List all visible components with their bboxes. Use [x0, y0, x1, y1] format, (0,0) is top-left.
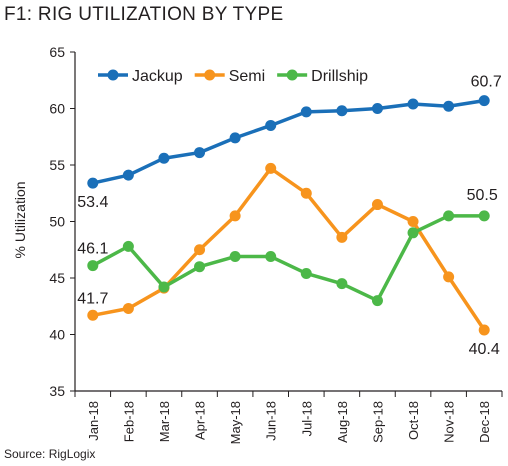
x-tick-label: Jan-18	[86, 401, 101, 441]
data-label: 40.4	[469, 341, 500, 358]
data-point	[194, 147, 206, 159]
y-tick-label: 45	[49, 270, 65, 286]
data-point	[443, 271, 455, 283]
legend-label: Semi	[229, 68, 265, 85]
source-note: Source: RigLogix	[4, 447, 96, 461]
chart-title: F1: RIG UTILIZATION BY TYPE	[4, 4, 284, 25]
x-axis: Jan-18 Feb-18 Mar-18 Apr-18 May-18 Jun-18 Jul-…	[74, 390, 503, 444]
data-point	[336, 231, 348, 243]
data-point	[443, 100, 455, 112]
data-point	[478, 95, 490, 107]
data-point	[300, 267, 312, 279]
data-point	[158, 281, 170, 293]
y-tick-label: 40	[49, 327, 65, 343]
y-axis: 35 40 45 50 55 60 65	[49, 44, 76, 399]
data-point	[300, 106, 312, 118]
data-label: 50.5	[467, 187, 498, 204]
data-point	[122, 240, 134, 252]
data-point	[229, 251, 241, 263]
legend-item-drillship: Drillship	[277, 68, 368, 85]
x-tick-label: Feb-18	[121, 401, 136, 442]
data-point	[407, 227, 419, 239]
y-axis-label: % Utilization	[12, 181, 28, 258]
y-tick-label: 55	[49, 157, 65, 173]
data-point	[194, 261, 206, 273]
x-tick-label: Apr-18	[193, 401, 208, 440]
data-point	[229, 210, 241, 222]
series-line	[92, 166, 486, 331]
legend: Jackup Semi Drillship	[98, 68, 368, 85]
data-point	[371, 103, 383, 114]
data-point	[336, 278, 348, 290]
x-tick-label: Nov-18	[442, 401, 457, 443]
legend-swatch-marker	[286, 69, 298, 81]
data-point	[87, 260, 99, 272]
legend-label: Drillship	[311, 68, 368, 85]
data-point	[158, 152, 170, 164]
x-tick-label: Aug-18	[335, 401, 350, 443]
series-semi	[87, 162, 490, 336]
series-lines	[87, 95, 490, 336]
y-tick-label: 60	[49, 101, 65, 117]
x-tick-label: Dec-18	[477, 401, 492, 443]
data-point	[443, 210, 455, 222]
data-point	[122, 303, 134, 315]
data-point	[265, 251, 277, 263]
y-tick-label: 65	[49, 44, 65, 60]
data-point	[300, 187, 312, 199]
data-label: 53.4	[77, 194, 108, 211]
data-point	[407, 216, 419, 227]
y-tick-label: 50	[49, 214, 65, 230]
data-label: 60.7	[471, 74, 502, 91]
data-point	[336, 105, 348, 117]
data-point	[194, 244, 206, 256]
data-point	[265, 119, 277, 131]
legend-swatch-marker	[107, 69, 119, 81]
series-line	[91, 214, 485, 303]
legend-label: Jackup	[132, 68, 183, 85]
data-point	[122, 169, 134, 181]
data-label: 46.1	[77, 241, 108, 258]
legend-item-semi: Semi	[194, 68, 265, 85]
data-point	[371, 199, 383, 211]
x-tick-label: Jul-18	[299, 401, 314, 436]
data-point	[87, 177, 99, 189]
data-label: 41.7	[77, 290, 108, 307]
series-drillship	[87, 210, 490, 307]
x-tick-label: Jun-18	[264, 401, 279, 441]
series-line	[92, 98, 485, 185]
data-point	[478, 324, 490, 336]
data-point	[265, 162, 277, 174]
data-point	[407, 98, 419, 110]
legend-item-jackup: Jackup	[98, 68, 183, 85]
series-jackup	[87, 95, 490, 189]
data-point	[371, 295, 383, 307]
data-point	[229, 132, 241, 144]
x-tick-label: Sep-18	[370, 401, 385, 443]
y-tick-label: 35	[49, 383, 65, 399]
data-point	[478, 210, 490, 222]
data-labels: 53.4 60.7 41.7 40.4 46.1 50.5	[77, 74, 502, 358]
legend-swatch-marker	[204, 69, 216, 81]
x-tick-label: Oct-18	[406, 401, 421, 440]
data-point	[87, 309, 99, 321]
x-tick-label: May-18	[228, 401, 243, 444]
x-tick-label: Mar-18	[157, 401, 172, 442]
